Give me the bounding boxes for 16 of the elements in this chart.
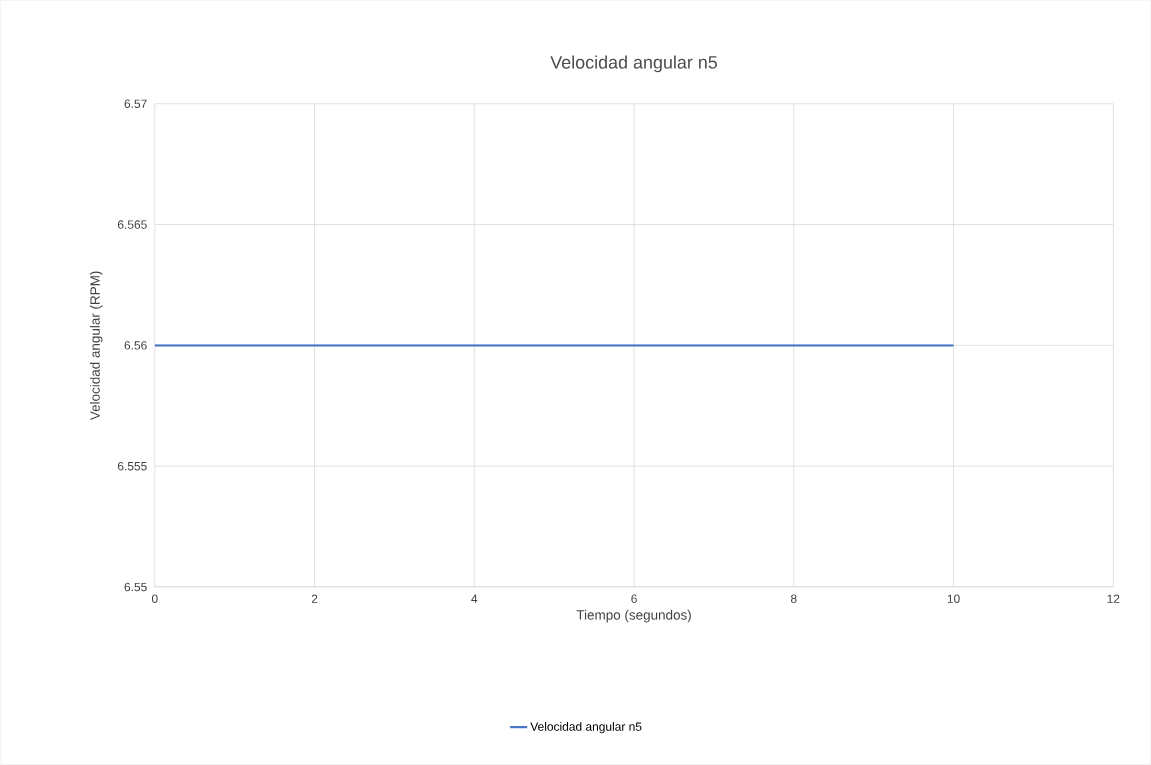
x-tick-label: 2 bbox=[311, 594, 318, 603]
y-tick-label: 6.55 bbox=[124, 582, 147, 592]
y-axis-title: Velocidad angular (RPM) bbox=[89, 271, 103, 421]
x-tick-label: 4 bbox=[471, 594, 478, 603]
x-tick-label: 10 bbox=[947, 594, 960, 604]
y-tick-label: 6.555 bbox=[117, 462, 147, 471]
y-tick-label: 6.57 bbox=[124, 99, 147, 109]
x-tick-label: 8 bbox=[790, 594, 797, 604]
legend-label: Velocidad angular n5 bbox=[530, 722, 642, 734]
x-tick-label: 0 bbox=[151, 594, 158, 604]
x-axis-title: Tiempo (segundos) bbox=[576, 609, 691, 623]
x-tick-label: 12 bbox=[1107, 594, 1120, 603]
x-tick-label: 6 bbox=[631, 594, 637, 604]
chart-title: Velocidad angular n5 bbox=[550, 55, 718, 73]
y-tick-label: 6.56 bbox=[124, 341, 147, 350]
y-tick-label: 6.565 bbox=[117, 220, 147, 229]
